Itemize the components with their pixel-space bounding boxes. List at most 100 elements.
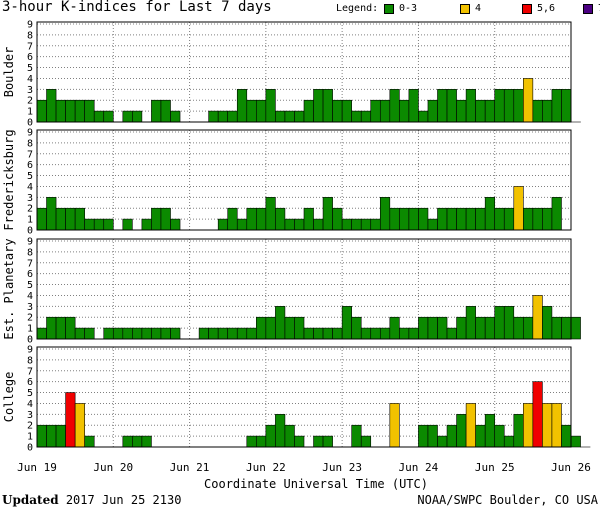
k-index-bar xyxy=(446,207,457,231)
y-tick-label: 6 xyxy=(27,160,33,171)
k-index-bar xyxy=(351,424,362,448)
y-tick-label: 7 xyxy=(27,149,33,160)
k-index-bar xyxy=(370,327,381,340)
k-index-bar xyxy=(523,316,534,340)
x-tick-label: Jun 24 xyxy=(399,461,439,474)
k-index-bar xyxy=(74,327,85,340)
legend-label-storm: 5,6 xyxy=(537,3,556,14)
legend-swatch-storm xyxy=(522,4,532,14)
station-label: Fredericksburg xyxy=(2,129,16,230)
k-index-bar xyxy=(370,99,381,123)
source-credit: NOAA/SWPC Boulder, CO USA xyxy=(417,493,598,507)
k-index-bar xyxy=(284,316,295,340)
k-index-bar xyxy=(341,218,352,231)
y-tick-label: 4 xyxy=(27,291,33,302)
legend-swatch-quiet xyxy=(384,4,394,14)
y-tick-label: 1 xyxy=(27,432,33,443)
k-index-bar xyxy=(494,306,505,340)
k-index-bar xyxy=(542,403,553,448)
k-index-bar xyxy=(55,424,66,448)
k-index-bar xyxy=(351,110,362,123)
k-index-bar xyxy=(236,89,248,123)
x-tick-label: Jun 21 xyxy=(170,461,210,474)
k-index-bar xyxy=(246,435,257,448)
k-index-bar xyxy=(74,99,85,123)
k-index-bar xyxy=(399,207,410,231)
k-index-bar xyxy=(465,403,476,448)
k-index-bar xyxy=(427,424,438,448)
k-index-bar xyxy=(322,435,333,448)
y-tick-label: 7 xyxy=(27,41,33,52)
k-index-bar xyxy=(227,110,238,123)
k-index-bar xyxy=(74,403,85,448)
k-index-bar xyxy=(503,89,515,123)
k-index-bar xyxy=(170,218,181,231)
k-index-bar xyxy=(465,207,476,231)
k-index-bar xyxy=(418,207,429,231)
k-index-bar xyxy=(65,316,76,340)
x-tick-label: Jun 22 xyxy=(246,461,286,474)
y-tick-label: 1 xyxy=(27,107,33,118)
k-index-bar xyxy=(532,207,543,231)
k-index-bar xyxy=(103,218,114,231)
k-index-bar xyxy=(160,99,171,123)
x-tick-label: Jun 25 xyxy=(475,461,515,474)
k-index-bar xyxy=(456,316,467,340)
k-index-bar xyxy=(265,316,276,340)
k-index-bar xyxy=(256,207,267,231)
k-index-bar xyxy=(294,110,305,123)
y-tick-label: 7 xyxy=(27,258,33,269)
k-index-bar xyxy=(275,110,286,123)
k-index-bar xyxy=(246,207,257,231)
k-index-bar xyxy=(65,392,76,448)
k-index-bar xyxy=(494,89,505,123)
station-label: Est. Planetary xyxy=(2,238,16,339)
k-index-bar xyxy=(313,435,324,448)
k-index-bar xyxy=(65,99,76,123)
k-index-bar xyxy=(351,218,362,231)
k-index-bar xyxy=(284,424,295,448)
k-index-bar xyxy=(313,327,324,340)
k-index-bar xyxy=(475,424,486,448)
k-index-bar xyxy=(132,435,143,448)
legend-label-quiet: 0-3 xyxy=(399,3,418,14)
k-index-bar xyxy=(303,99,314,123)
y-tick-label: 8 xyxy=(27,355,33,366)
y-tick-label: 5 xyxy=(27,63,33,74)
k-index-bar xyxy=(379,327,391,340)
k-index-bar xyxy=(446,89,457,123)
k-index-bar xyxy=(217,110,229,123)
y-tick-label: 2 xyxy=(27,313,33,324)
panel-frame xyxy=(36,21,572,123)
k-index-bar xyxy=(208,110,219,123)
k-index-bar xyxy=(236,218,248,231)
k-index-bar xyxy=(523,78,534,123)
k-index-bar xyxy=(122,327,133,340)
y-tick-label: 6 xyxy=(27,52,33,63)
k-index-bar xyxy=(46,424,57,448)
k-index-bar xyxy=(36,327,47,340)
k-index-bar xyxy=(475,99,486,123)
k-index-bar xyxy=(523,403,534,448)
x-tick-label: Jun 20 xyxy=(93,461,133,474)
k-index-bar xyxy=(570,316,581,340)
k-index-bar xyxy=(513,186,524,231)
station-label: Boulder xyxy=(2,47,16,98)
k-index-bar xyxy=(456,207,467,231)
k-index-bar xyxy=(170,327,181,340)
k-index-bar xyxy=(523,207,534,231)
k-index-bar xyxy=(294,218,305,231)
k-index-bar xyxy=(418,424,429,448)
y-tick-label: 8 xyxy=(27,138,33,149)
k-index-bar xyxy=(141,327,152,340)
chart-title: 3-hour K-indices for Last 7 days xyxy=(2,0,272,15)
k-index-bar xyxy=(322,327,333,340)
k-index-bar xyxy=(84,218,95,231)
k-index-bar xyxy=(427,99,438,123)
k-index-bar xyxy=(84,435,95,448)
k-index-bar xyxy=(484,316,496,340)
k-index-bar xyxy=(198,327,209,340)
k-index-bar xyxy=(551,403,562,448)
k-index-bar xyxy=(456,99,467,123)
k-index-bar xyxy=(246,327,257,340)
